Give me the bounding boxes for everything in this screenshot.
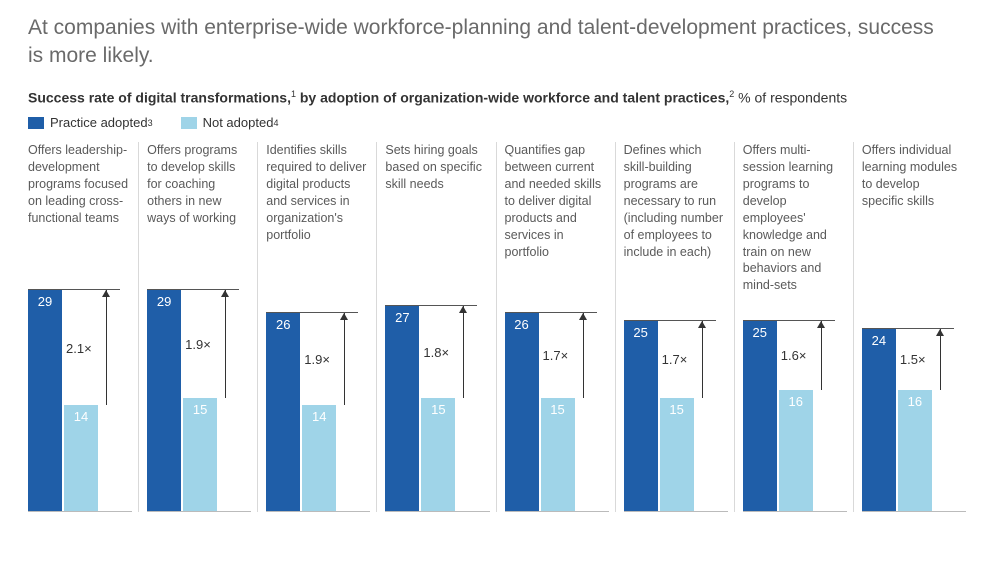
bars-row: 2515 bbox=[624, 290, 728, 512]
bars-area: 25161.6× bbox=[743, 294, 847, 512]
chart-panel: Sets hiring goals based on specific skil… bbox=[376, 142, 495, 512]
bar-not-adopted: 16 bbox=[898, 390, 932, 512]
legend-adopted: Practice adopted3 bbox=[28, 115, 153, 130]
bars-area: 26141.9× bbox=[266, 290, 370, 512]
bars-row: 2615 bbox=[505, 290, 609, 512]
bars-row: 2516 bbox=[743, 294, 847, 512]
baseline bbox=[743, 511, 847, 512]
legend: Practice adopted3 Not adopted4 bbox=[28, 115, 972, 130]
baseline bbox=[147, 511, 251, 512]
swatch-adopted bbox=[28, 117, 44, 129]
panel-label: Offers individual learning modules to de… bbox=[862, 142, 966, 290]
bar-adopted: 27 bbox=[385, 306, 419, 513]
panel-label: Quantifies gap between current and neede… bbox=[505, 142, 609, 290]
bar-not-adopted: 15 bbox=[421, 398, 455, 513]
bar-adopted: 29 bbox=[28, 290, 62, 512]
bars-area: 29142.1× bbox=[28, 290, 132, 512]
chart-panel: Identifies skills required to deliver di… bbox=[257, 142, 376, 512]
subtitle-mid: by adoption of organization-wide workfor… bbox=[300, 89, 729, 105]
chart-panel: Quantifies gap between current and neede… bbox=[496, 142, 615, 512]
bars-row: 2614 bbox=[266, 290, 370, 512]
charts-row: Offers leadership-development programs f… bbox=[28, 142, 972, 512]
legend-not-adopted: Not adopted4 bbox=[181, 115, 279, 130]
panel-label: Offers programs to develop skills for co… bbox=[147, 142, 251, 290]
panel-label: Sets hiring goals based on specific skil… bbox=[385, 142, 489, 290]
legend-not-adopted-label: Not adopted bbox=[203, 115, 274, 130]
legend-adopted-label: Practice adopted bbox=[50, 115, 148, 130]
bars-area: 29151.9× bbox=[147, 290, 251, 512]
swatch-not-adopted bbox=[181, 117, 197, 129]
baseline bbox=[862, 511, 966, 512]
bars-area: 27151.8× bbox=[385, 290, 489, 512]
bar-adopted: 24 bbox=[862, 329, 896, 513]
bar-not-adopted: 14 bbox=[64, 405, 98, 512]
panel-label: Defines which skill-building programs ar… bbox=[624, 142, 728, 290]
bars-area: 24161.5× bbox=[862, 290, 966, 512]
chart-page: At companies with enterprise-wide workfo… bbox=[0, 0, 1000, 561]
bars-row: 2715 bbox=[385, 290, 489, 512]
page-title: At companies with enterprise-wide workfo… bbox=[28, 14, 948, 71]
bar-adopted: 25 bbox=[743, 321, 777, 512]
chart-panel: Offers leadership-development programs f… bbox=[28, 142, 138, 512]
bar-adopted: 25 bbox=[624, 321, 658, 512]
bars-row: 2915 bbox=[147, 290, 251, 512]
bars-row: 2416 bbox=[862, 290, 966, 512]
baseline bbox=[28, 511, 132, 512]
panel-label: Identifies skills required to deliver di… bbox=[266, 142, 370, 290]
baseline bbox=[385, 511, 489, 512]
panel-label: Offers leadership-development programs f… bbox=[28, 142, 132, 290]
chart-panel: Offers multi-session learning programs t… bbox=[734, 142, 853, 512]
bar-not-adopted: 15 bbox=[660, 398, 694, 513]
footnote-3: 3 bbox=[148, 118, 153, 128]
chart-panel: Offers programs to develop skills for co… bbox=[138, 142, 257, 512]
subtitle: Success rate of digital transformations,… bbox=[28, 89, 972, 106]
bar-adopted: 29 bbox=[147, 290, 181, 512]
bar-not-adopted: 14 bbox=[302, 405, 336, 512]
footnote-1: 1 bbox=[291, 89, 296, 99]
bars-row: 2914 bbox=[28, 290, 132, 512]
baseline bbox=[266, 511, 370, 512]
chart-panel: Defines which skill-building programs ar… bbox=[615, 142, 734, 512]
subtitle-bold: Success rate of digital transformations, bbox=[28, 89, 291, 105]
panel-label: Offers multi-session learning programs t… bbox=[743, 142, 847, 294]
bar-adopted: 26 bbox=[266, 313, 300, 512]
bar-not-adopted: 15 bbox=[183, 398, 217, 513]
bar-not-adopted: 16 bbox=[779, 390, 813, 512]
baseline bbox=[624, 511, 728, 512]
bar-adopted: 26 bbox=[505, 313, 539, 512]
footnote-4: 4 bbox=[273, 118, 278, 128]
bars-area: 25151.7× bbox=[624, 290, 728, 512]
bar-not-adopted: 15 bbox=[541, 398, 575, 513]
bars-area: 26151.7× bbox=[505, 290, 609, 512]
subtitle-tail: % of respondents bbox=[734, 89, 847, 105]
baseline bbox=[505, 511, 609, 512]
chart-panel: Offers individual learning modules to de… bbox=[853, 142, 972, 512]
